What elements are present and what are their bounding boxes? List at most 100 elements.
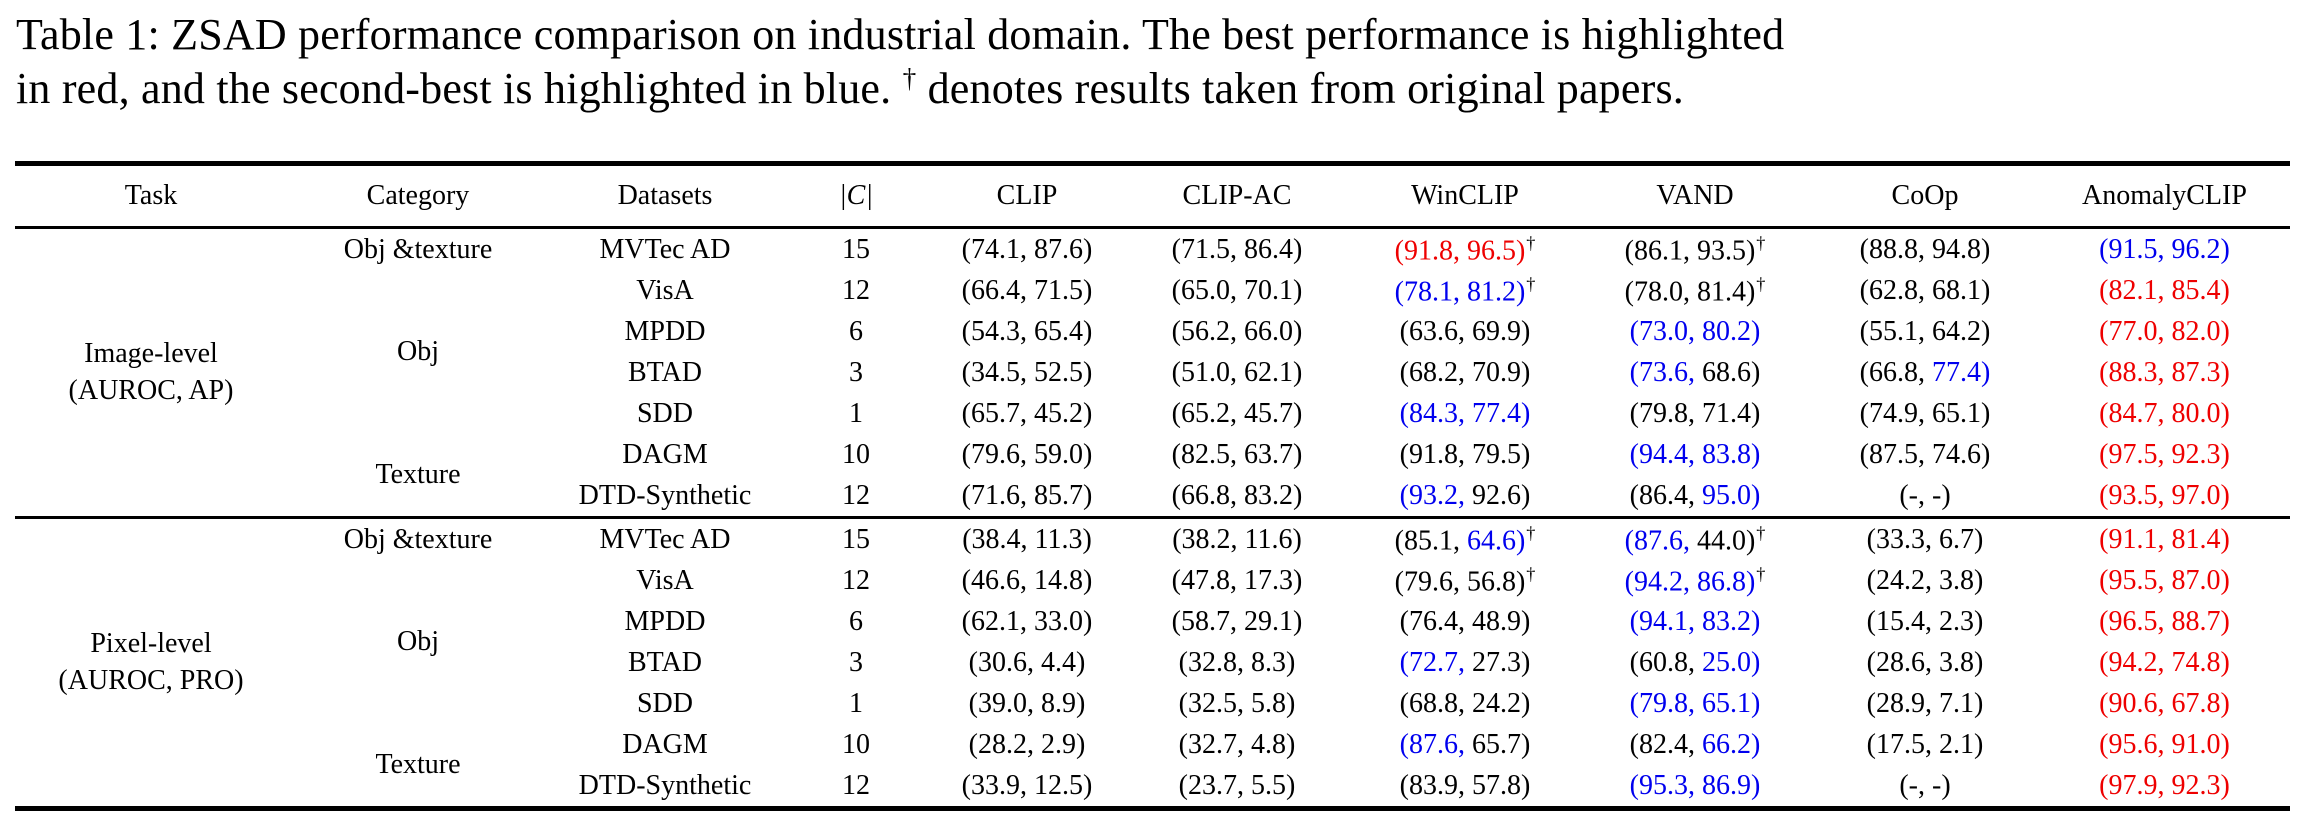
result-value-first: (87.6, xyxy=(1624,525,1690,556)
result-value-first: (96.5, xyxy=(2099,605,2165,637)
result-value-first: (38.4, xyxy=(962,523,1028,555)
result-value-second: 14.8) xyxy=(1027,564,1093,596)
result-value-second: 83.2) xyxy=(1695,605,1761,637)
result-value-first: (87.6, xyxy=(1399,728,1465,760)
result-value-second: 29.1) xyxy=(1237,605,1303,637)
result-value-second: 81.2) xyxy=(1459,276,1526,307)
column-header-coop: CoOp xyxy=(1891,180,1959,212)
result-value-first: (84.7, xyxy=(2099,397,2165,429)
result-cell-winclip: (91.8, 79.5) xyxy=(1351,434,1579,475)
result-value-second: 92.3) xyxy=(2164,438,2230,470)
result-cell-clip: (39.0, 8.9) xyxy=(931,683,1123,724)
result-value-second: 82.0) xyxy=(2164,315,2230,347)
column-header-task: Task xyxy=(124,180,178,212)
result-value-first: (73.0, xyxy=(1629,315,1695,347)
result-value-first: (86.4, xyxy=(1629,479,1695,511)
result-value-first: (97.9, xyxy=(2099,769,2165,801)
result-cell-clip-ac: (71.5, 86.4) xyxy=(1123,228,1351,271)
result-value-first: (87.5, xyxy=(1859,438,1925,470)
dataset-cell: SDD xyxy=(636,397,693,429)
column-header-datasets: Datasets xyxy=(617,180,713,212)
result-value-first: (76.4, xyxy=(1399,605,1465,637)
column-header-c: |C| xyxy=(838,180,874,212)
class-count-cell: 15 xyxy=(842,233,870,265)
dagger-icon: † xyxy=(1526,563,1536,584)
section-image-level: Image-level (AUROC, AP) Obj &texture MVTec … xyxy=(15,227,2290,518)
class-count-cell: 12 xyxy=(842,769,870,801)
result-value-second: 69.9) xyxy=(1465,315,1531,347)
result-value-second: 2.1) xyxy=(1932,728,1984,760)
class-count-cell: 15 xyxy=(842,523,870,555)
task-line: (AUROC, AP) xyxy=(68,374,234,406)
task-cell: Pixel-level (AUROC, PRO) xyxy=(15,518,287,809)
result-value-first: (71.5, xyxy=(1171,233,1237,265)
table-row: Image-level (AUROC, AP) Obj &texture MVTec … xyxy=(15,228,2290,406)
result-value-first: (28.6, xyxy=(1866,646,1932,678)
result-value-first: (-, xyxy=(1899,769,1925,801)
result-value-second: 74.8) xyxy=(2164,646,2230,678)
result-value-second: 24.2) xyxy=(1465,687,1531,719)
result-value-second: 62.1) xyxy=(1237,356,1303,388)
result-value-second: 64.6) xyxy=(1459,525,1526,556)
result-value-first: (94.1, xyxy=(1629,605,1695,637)
result-cell-coop: (33.3, 6.7) xyxy=(1811,518,2039,561)
result-value-first: (88.8, xyxy=(1859,233,1925,265)
column-header-winclip: WinCLIP xyxy=(1411,180,1519,212)
result-cell-coop: (88.8, 94.8) xyxy=(1811,228,2039,271)
class-count-cell: 10 xyxy=(842,438,870,470)
caption-line2-post: denotes results taken from original pape… xyxy=(916,63,1684,113)
result-cell-anomalyclip: (91.5, 96.2) xyxy=(2039,228,2290,271)
result-value-first: (32.7, xyxy=(1178,728,1244,760)
result-cell-vand: (79.8, 71.4) xyxy=(1579,393,1811,434)
result-value-second: 52.5) xyxy=(1027,356,1093,388)
table-row: DTD-Synthetic 12 (71.6, 85.7) (66.8, 83.2)(… xyxy=(15,475,2290,518)
result-value-second: 6.7) xyxy=(1932,523,1984,555)
results-table: Task Category Datasets |C| CLIP CLIP-AC WinCLI… xyxy=(15,161,2290,812)
caption-line1: Table 1: ZSAD performance comparison on … xyxy=(16,10,1785,59)
table-row: MPDD 6 (54.3, 65.4) (56.2, 66.0) (63.6, 69.9… xyxy=(15,311,2290,352)
result-value-first: (17.5, xyxy=(1866,728,1932,760)
result-value-first: (58.7, xyxy=(1171,605,1237,637)
category-cell: Obj &texture xyxy=(343,233,493,265)
result-value-first: (32.5, xyxy=(1178,687,1244,719)
table-header: Task Category Datasets |C| CLIP CLIP-AC WinCLI… xyxy=(15,164,2290,228)
result-cell-clip-ac: (65.0, 70.1) xyxy=(1123,270,1351,311)
result-value-second: 77.4) xyxy=(1925,356,1991,388)
result-cell-anomalyclip: (95.6, 91.0) xyxy=(2039,724,2290,765)
class-count-cell: 6 xyxy=(849,315,863,347)
result-value-second: 87.3) xyxy=(2164,356,2230,388)
task-cell: Image-level (AUROC, AP) xyxy=(15,228,287,518)
result-cell-vand: (94.1, 83.2) xyxy=(1579,601,1811,642)
result-value-first: (68.2, xyxy=(1399,356,1465,388)
result-cell-vand: (94.2, 86.8)† xyxy=(1579,560,1811,601)
task-line: Image-level xyxy=(84,338,218,370)
result-value-second: 87.0) xyxy=(2164,564,2230,596)
table-row: SDD 1 (39.0, 8.9) (32.5, 5.8) (68.8, 24.2) (7… xyxy=(15,683,2290,724)
result-value-first: (33.3, xyxy=(1866,523,1932,555)
result-value-first: (90.6, xyxy=(2099,687,2165,719)
result-value-second: 86.4) xyxy=(1237,233,1303,265)
result-cell-coop: (55.1, 64.2) xyxy=(1811,311,2039,352)
result-value-second: 80.2) xyxy=(1695,315,1761,347)
result-value-second: 86.8) xyxy=(1689,566,1756,597)
result-value-first: (79.8, xyxy=(1629,687,1695,719)
result-value-first: (32.8, xyxy=(1178,646,1244,678)
result-value-second: 65.1) xyxy=(1925,397,1991,429)
result-cell-winclip: (83.9, 57.8) xyxy=(1351,765,1579,809)
paper-page: Table 1: ZSAD performance comparison on … xyxy=(0,8,2305,839)
dataset-cell: BTAD xyxy=(628,356,702,388)
result-value-first: (56.2, xyxy=(1171,315,1237,347)
table-caption: Table 1: ZSAD performance comparison on … xyxy=(16,8,2291,115)
result-cell-clip: (33.9, 12.5) xyxy=(931,765,1123,809)
result-cell-coop: (62.8, 68.1) xyxy=(1811,270,2039,311)
dataset-cell: VisA xyxy=(636,564,694,596)
result-value-second: 27.3) xyxy=(1465,646,1531,678)
result-value-second: 5.5) xyxy=(1244,769,1296,801)
result-value-second: 45.2) xyxy=(1027,397,1093,429)
result-cell-clip-ac: (32.5, 5.8) xyxy=(1123,683,1351,724)
result-value-first: (82.1, xyxy=(2099,274,2165,306)
result-cell-clip-ac: (32.8, 8.3) xyxy=(1123,642,1351,683)
result-value-second: 81.4) xyxy=(1689,276,1756,307)
result-value-second: 17.3) xyxy=(1237,564,1303,596)
result-cell-winclip: (76.4, 48.9) xyxy=(1351,601,1579,642)
